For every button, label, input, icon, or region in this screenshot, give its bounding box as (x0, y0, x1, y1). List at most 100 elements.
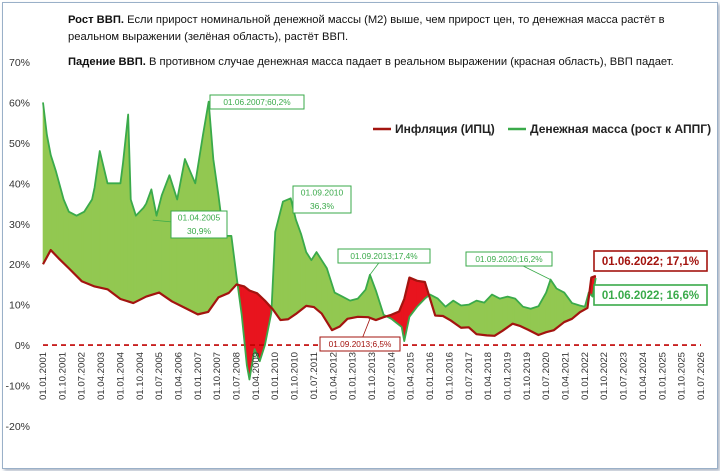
y-tick-label: 10% (9, 300, 30, 312)
annotation-label: 01.06.2022; 16,6% (602, 290, 699, 302)
annotation-label: 30,9% (187, 226, 212, 236)
x-tick-label: 01.01.2013 (348, 352, 359, 400)
area-segment (287, 197, 292, 320)
x-tick-label: 01.10.2001 (57, 352, 68, 400)
x-tick-label: 01.07.2023 (619, 352, 630, 400)
area-segment (76, 212, 83, 282)
area-segment (194, 167, 199, 315)
annotation-label: 01.09.2010 (301, 188, 344, 198)
legend-money-label: Денежная масса (рост к АППГ) (530, 122, 711, 136)
x-tick-label: 01.10.2007 (212, 352, 223, 400)
area-segment (494, 295, 501, 337)
area-segment (311, 255, 315, 308)
x-tick-label: 01.10.2019 (522, 352, 533, 400)
area-segment (107, 183, 115, 295)
x-tick-label: 01.10.2022 (599, 352, 610, 400)
area-segment (334, 292, 341, 330)
area-segment (347, 298, 351, 320)
fall-note: Падение ВВП. В противном случае денежная… (68, 54, 698, 71)
annotation-label: 01.09.2020;16,2% (475, 254, 543, 264)
area-segment (483, 299, 488, 336)
legend-inflation-label: Инфляция (ИПЦ) (395, 122, 495, 136)
area-segment (502, 296, 508, 332)
x-tick-label: 01.07.2017 (464, 352, 475, 400)
x-tick-label: 01.04.2021 (561, 352, 572, 400)
y-tick-label: 30% (9, 219, 30, 231)
x-tick-label: 01.01.2010 (270, 352, 281, 400)
area-segment (553, 283, 557, 331)
x-tick-label: 01.07.2008 (232, 352, 243, 400)
area-segment (450, 300, 454, 323)
area-segment (313, 251, 317, 310)
area-segment (143, 202, 147, 299)
y-tick-label: 0% (15, 340, 30, 352)
area-segment (527, 307, 531, 332)
money-supply-line (42, 100, 597, 381)
growth-note-text: Если прирост номинальной денежной массы … (68, 14, 665, 43)
area-segment (156, 205, 160, 294)
area-segment (83, 198, 93, 286)
x-tick-label: 01.07.2005 (154, 352, 165, 400)
area-segment (130, 199, 134, 304)
x-tick-label: 01.04.2006 (173, 352, 184, 400)
area-segment (135, 206, 144, 303)
area-segment (145, 189, 152, 297)
annotation-box (319, 336, 401, 352)
x-tick-label: 01.10.2010 (290, 352, 301, 400)
area-segment (81, 211, 85, 283)
x-tick-label: 01.01.2016 (425, 352, 436, 400)
area-segment (522, 306, 529, 331)
y-tick-label: -20% (5, 421, 30, 433)
x-tick-label: 01.07.2020 (541, 352, 552, 400)
area-segment (349, 298, 359, 319)
area-segment (55, 171, 59, 259)
x-tick-label: 01.01.2004 (115, 351, 126, 400)
area-segment (280, 201, 284, 321)
growth-note-bold: Рост ВВП. (68, 14, 124, 26)
y-tick-label: 50% (9, 138, 30, 150)
x-tick-label: 01.04.2009 (251, 352, 262, 400)
annotation-label: 01.09.2013;6,5% (329, 339, 392, 349)
area-segment (68, 211, 77, 277)
y-tick-label: -10% (5, 381, 30, 393)
area-segment (512, 297, 516, 325)
area-segment (499, 297, 503, 334)
annotation-label: 01.09.2013;17,4% (350, 251, 418, 261)
x-tick-label: 01.07.2011 (309, 352, 320, 399)
x-tick-label: 01.01.2019 (502, 352, 513, 400)
annotation-box (209, 94, 305, 110)
area-segment (113, 183, 121, 300)
x-tick-label: 01.10.2004 (135, 351, 146, 400)
growth-note: Рост ВВП. Если прирост номинальной денеж… (68, 12, 698, 46)
area-segment (460, 304, 470, 329)
area-segment (171, 183, 178, 305)
annotation-label: 01.06.2022; 17,1% (602, 256, 699, 268)
y-tick-label: 20% (9, 259, 30, 271)
x-tick-label: 01.04.2024 (638, 351, 649, 400)
area-segment (339, 294, 343, 328)
y-tick-label: 60% (9, 97, 30, 109)
x-tick-label: 01.04.2003 (96, 352, 107, 400)
annotation-box (593, 250, 708, 272)
area-segment (133, 207, 137, 304)
annotation-box (337, 248, 431, 264)
area-segment (282, 198, 289, 321)
area-segment (491, 294, 495, 337)
x-tick-label: 01.01.2001 (38, 352, 49, 400)
area-segment (550, 278, 555, 332)
area-segment (476, 300, 485, 336)
area-segment (507, 296, 513, 328)
annotation-label: 01.04.2005 (178, 213, 221, 223)
annotation-box (465, 251, 553, 267)
area-segment (158, 195, 162, 295)
x-tick-label: 01.10.2025 (677, 352, 688, 400)
annotation-box (292, 185, 352, 214)
annotation-box (593, 284, 708, 306)
y-tick-label: 40% (9, 178, 30, 190)
x-tick-label: 01.07.2002 (77, 352, 88, 400)
x-tick-label: 01.07.2014 (386, 351, 397, 400)
annotation-label: 01.06.2007;60,2% (223, 97, 291, 107)
area-segment (486, 293, 493, 336)
area-segment (91, 187, 95, 287)
